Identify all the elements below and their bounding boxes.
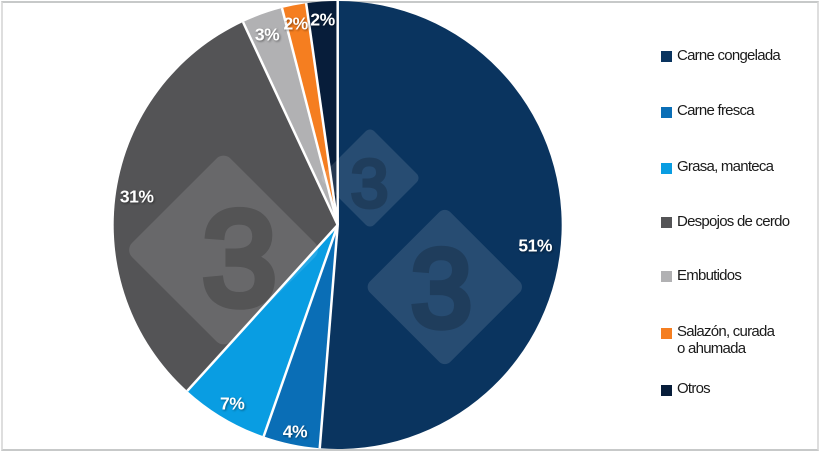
svg-text:3: 3: [411, 227, 472, 350]
svg-text:3: 3: [202, 185, 277, 334]
svg-text:3: 3: [351, 146, 389, 222]
